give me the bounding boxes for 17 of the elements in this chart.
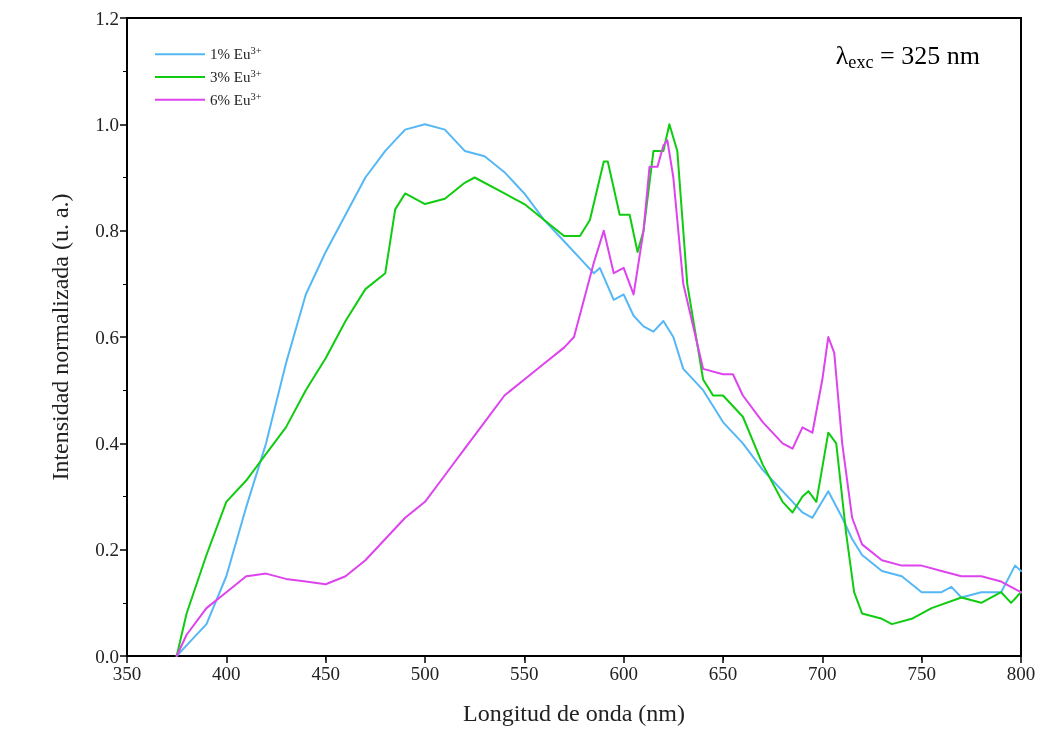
x-tick-label: 500 (410, 663, 440, 684)
y-axis-title: Intensidad normalizada (u. a.) (47, 193, 73, 481)
x-axis-title: Longitud de onda (nm) (463, 700, 685, 726)
x-tick-label: 750 (907, 663, 936, 684)
x-tick-label: 450 (311, 663, 340, 684)
x-tick-label: 400 (212, 663, 241, 684)
x-tick-label: 650 (708, 663, 738, 684)
y-tick-label: 0.4 (95, 432, 120, 454)
x-tick-label: 550 (510, 663, 539, 684)
y-tick-label: 1.2 (95, 7, 119, 29)
y-tick-label: 1.0 (95, 113, 119, 135)
y-tick-label: 0.8 (95, 220, 119, 242)
x-tick-label: 700 (808, 663, 837, 684)
x-tick-label: 600 (609, 663, 638, 684)
x-tick-label: 800 (1006, 663, 1036, 684)
y-tick-label: 0.2 (95, 539, 119, 561)
y-tick-label: 0.6 (95, 326, 119, 348)
